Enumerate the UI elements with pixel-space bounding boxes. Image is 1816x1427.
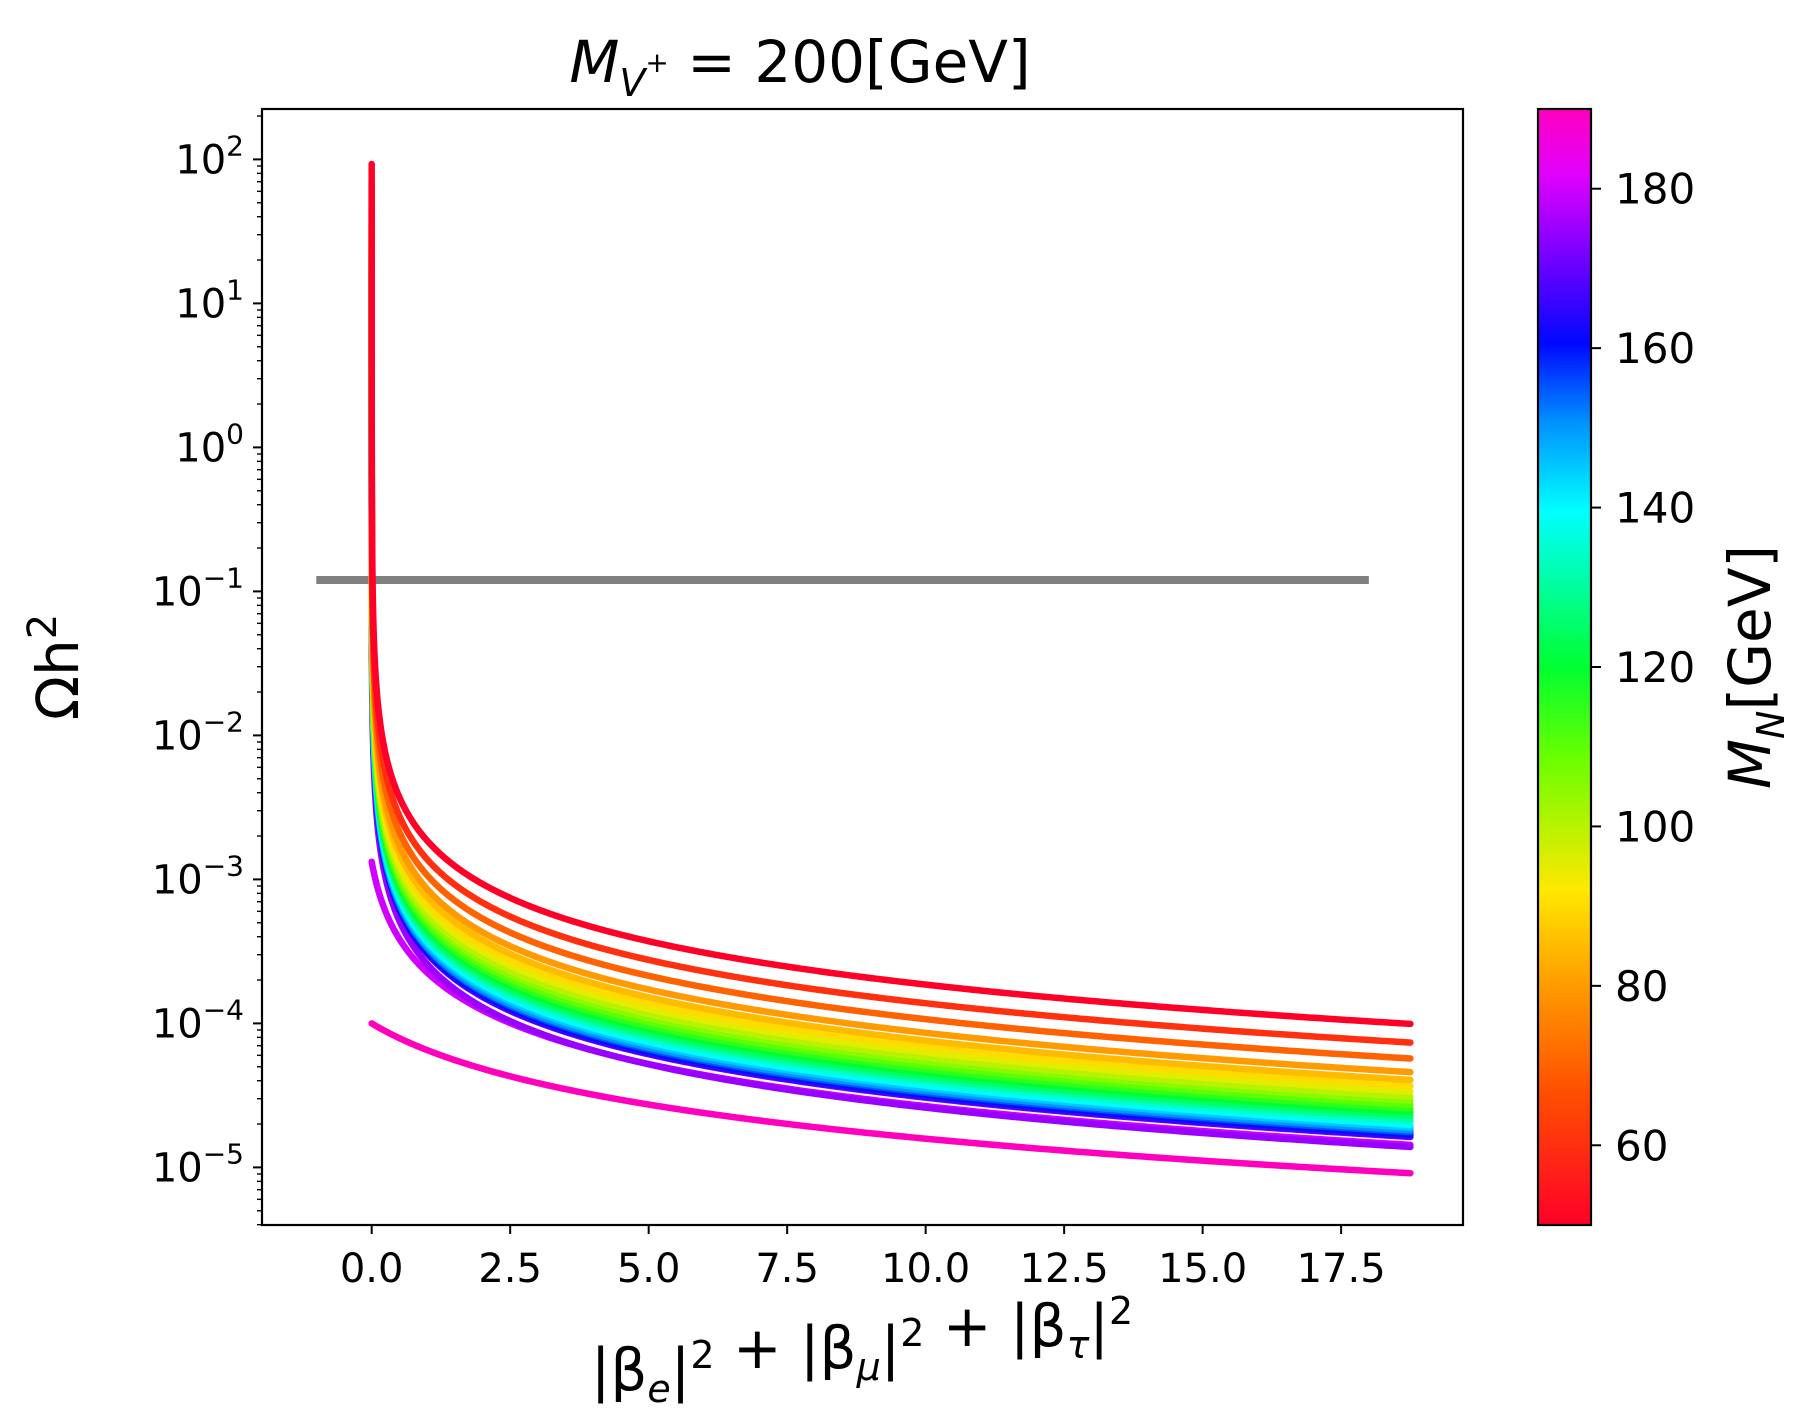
title-sup: + xyxy=(645,46,668,79)
y-axis: 102 101 100 10−1 10−2 10−3 10−4 10−5 xyxy=(152,115,262,1226)
colorbar-tick-label: 160 xyxy=(1615,324,1695,373)
title-rest: = 200[GeV] xyxy=(669,28,1031,96)
x-tick-label: 7.5 xyxy=(755,1246,819,1292)
x-tick-label: 5.0 xyxy=(617,1246,681,1292)
colorbar-tick-label: 140 xyxy=(1615,484,1695,533)
y-tick-label: 10−1 xyxy=(152,561,244,615)
y-tick-label: 10−2 xyxy=(152,705,244,759)
y-tick-label: 10−4 xyxy=(152,993,244,1047)
x-tick-label: 15.0 xyxy=(1158,1246,1247,1292)
series-line-mn-50 xyxy=(368,160,1414,1028)
colorbar-tick-label: 180 xyxy=(1615,165,1695,214)
series-line-mn-70 xyxy=(368,195,1414,1062)
x-tick-label: 10.0 xyxy=(881,1246,970,1292)
chart-title: MV+ = 200[GeV] xyxy=(569,28,1030,105)
colorbar-tick-label: 60 xyxy=(1615,1121,1668,1170)
y-tick-label: 10−3 xyxy=(152,849,244,903)
colorbar: 60 80 100 120 140 160 180 MN[GeV] xyxy=(1536,107,1793,1227)
y-label-sup: 2 xyxy=(20,614,66,639)
series-line-mn-80 xyxy=(368,208,1414,1076)
colorbar-tick-label: 120 xyxy=(1615,643,1695,692)
series-line-mn-175 xyxy=(368,622,1414,1151)
colorbar-tick-label: 100 xyxy=(1615,802,1695,851)
y-tick-label: 10−5 xyxy=(152,1137,244,1191)
colorbar-label: MN[GeV] xyxy=(1716,545,1793,789)
title-main: M xyxy=(569,28,619,96)
y-tick-label: 102 xyxy=(175,129,244,183)
x-tick-label: 2.5 xyxy=(478,1246,542,1292)
plot-area xyxy=(260,107,1465,1227)
x-tick-label: 0.0 xyxy=(340,1246,404,1292)
x-axis: 0.0 2.5 5.0 7.5 10.0 12.5 15.0 17.5 xyxy=(340,1225,1386,1292)
series-line-mn-190 xyxy=(368,1020,1414,1177)
title-sub: V xyxy=(619,61,648,105)
colorbar-label-rest: [GeV] xyxy=(1716,545,1784,711)
colorbar-tick-label: 80 xyxy=(1615,962,1668,1011)
x-tick-label: 17.5 xyxy=(1297,1246,1386,1292)
y-tick-label: 101 xyxy=(175,273,244,327)
y-tick-label: 100 xyxy=(175,417,244,471)
series-line-mn-60 xyxy=(368,179,1414,1046)
x-tick-label: 12.5 xyxy=(1020,1246,1109,1292)
y-axis-label: Ωh2 xyxy=(20,614,92,721)
colorbar-label-main: M xyxy=(1716,739,1784,789)
y-label-main: Ωh xyxy=(24,639,92,720)
colorbar-gradient xyxy=(1536,107,1593,1227)
colorbar-label-sub: N xyxy=(1749,711,1793,739)
x-axis-label: |βe|2 + |βμ|2 + |βτ|2 xyxy=(591,1289,1133,1411)
